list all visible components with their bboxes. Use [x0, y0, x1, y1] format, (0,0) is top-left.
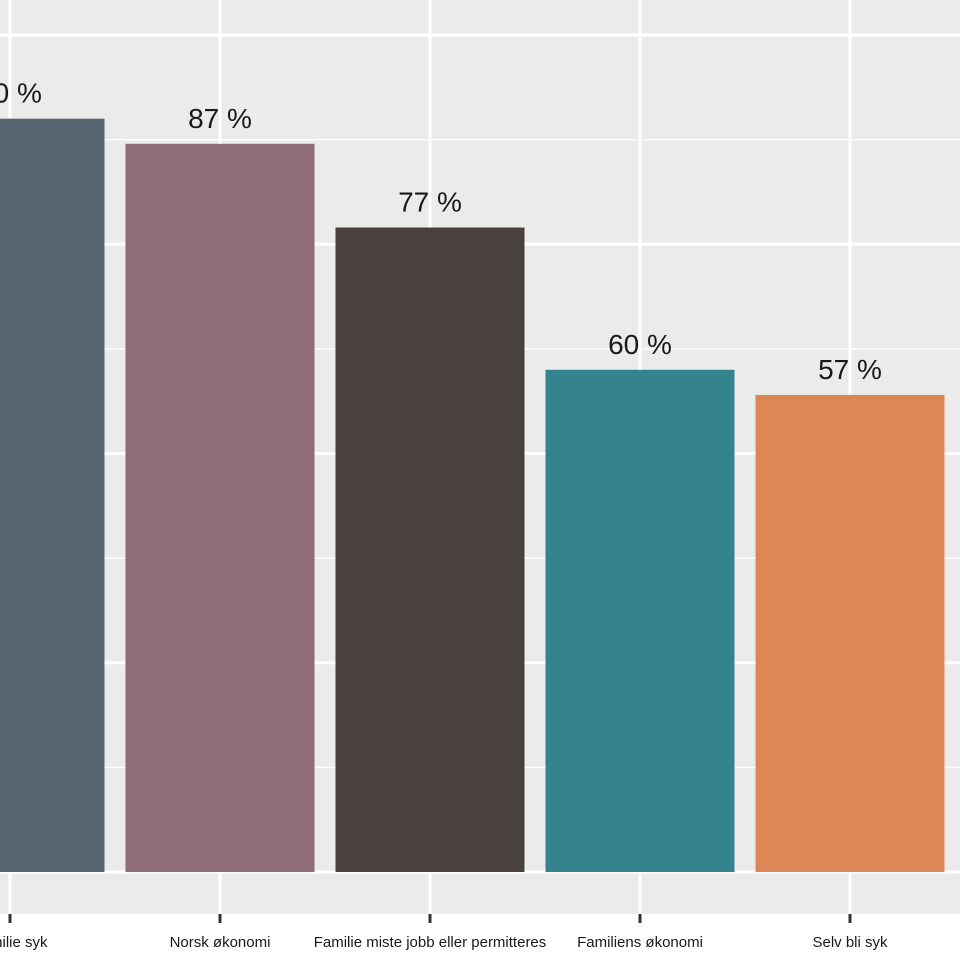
x-tick-label: Familie syk [0, 934, 48, 951]
x-axis: Familie syk Norsk økonomi Familie miste jo… [0, 914, 888, 951]
bars [0, 118, 945, 872]
x-tick-label: Familie miste jobb eller permitteres [314, 934, 547, 951]
bar [545, 369, 735, 872]
value-labels: 90 % 87 % 77 % 60 % 57 % [0, 78, 882, 385]
bar [0, 118, 105, 872]
bar [125, 143, 315, 872]
data-label: 90 % [0, 78, 42, 109]
data-label: 60 % [608, 329, 672, 360]
x-tick-label: Selv bli syk [812, 934, 888, 951]
data-label: 87 % [188, 103, 252, 134]
bar [335, 227, 525, 872]
data-label: 77 % [398, 187, 462, 218]
x-tick-label: Familiens økonomi [577, 934, 703, 951]
x-tick-label: Norsk økonomi [170, 934, 271, 951]
bar [755, 394, 945, 872]
data-label: 57 % [818, 354, 882, 385]
